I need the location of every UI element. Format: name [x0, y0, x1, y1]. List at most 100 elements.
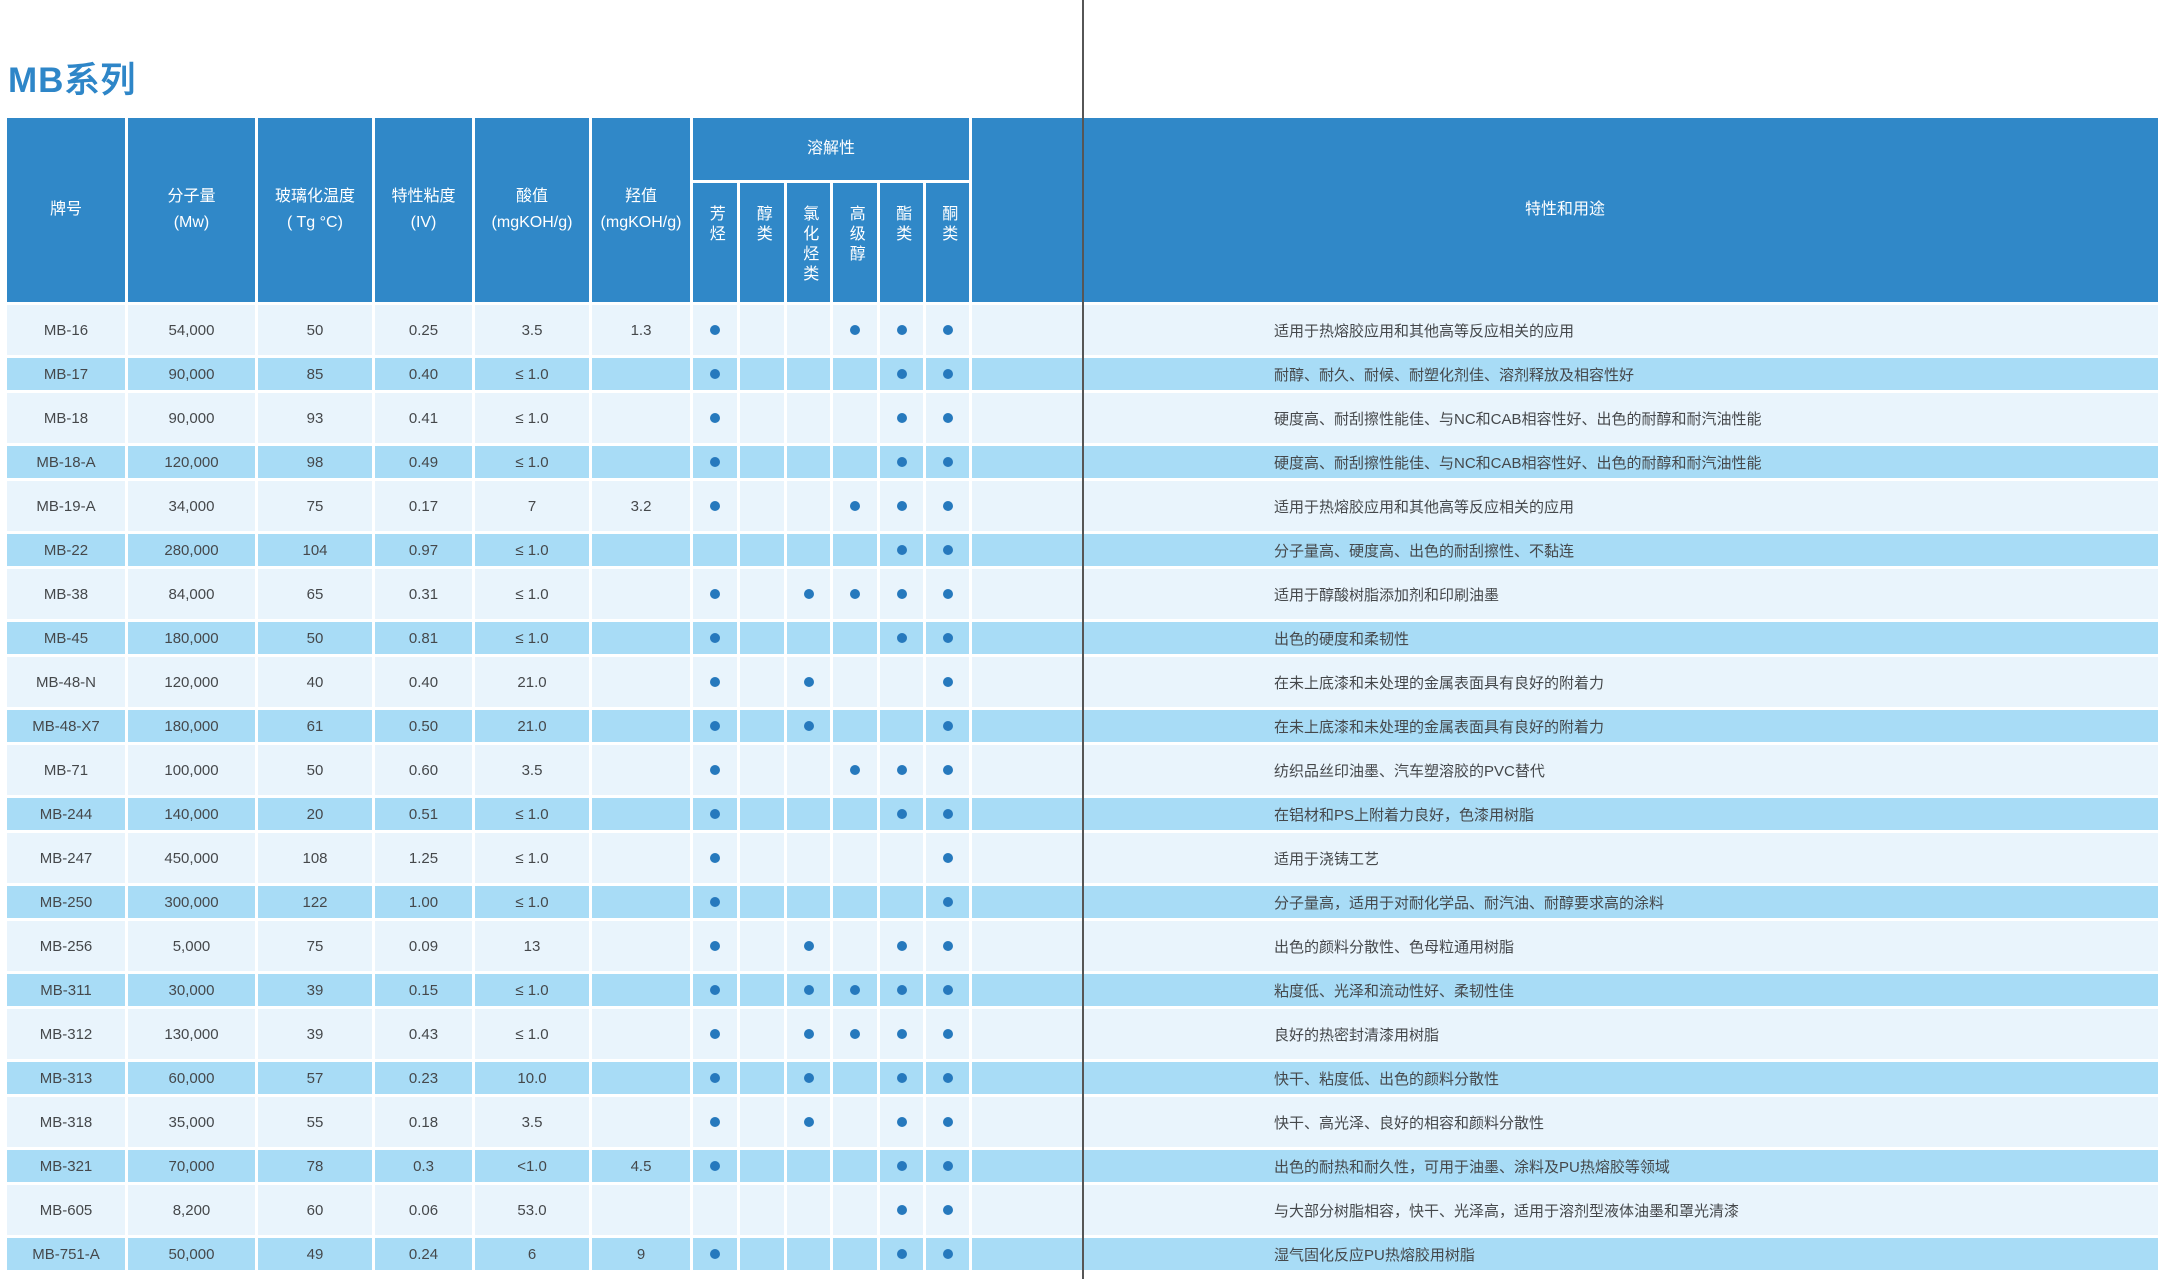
solubility-cell: [693, 1185, 737, 1235]
acid-value-cell: 3.5: [475, 745, 589, 795]
hydroxyl-value-cell: [592, 622, 690, 654]
hydroxyl-value-cell: [592, 1062, 690, 1094]
glass-transition-cell: 104: [258, 534, 372, 566]
solubility-cell: [926, 710, 969, 742]
solubility-dot-icon: [896, 589, 907, 599]
solubility-dot-icon: [942, 369, 953, 379]
grade-cell: MB-38: [7, 569, 125, 619]
solubility-cell: [787, 886, 830, 918]
solubility-cell: [693, 886, 737, 918]
header-iv-line2: (IV): [410, 214, 437, 231]
solubility-cell: [740, 921, 784, 971]
acid-value-cell: ≤ 1.0: [475, 446, 589, 478]
properties-uses-cell: 分子量高、硬度高、出色的耐刮擦性、不黏连: [972, 534, 2158, 566]
solubility-dot-icon: [803, 677, 814, 687]
acid-value-cell: ≤ 1.0: [475, 534, 589, 566]
glass-transition-cell: 57: [258, 1062, 372, 1094]
hydroxyl-value-cell: [592, 534, 690, 566]
solubility-cell: [740, 534, 784, 566]
solubility-cell: [740, 974, 784, 1006]
solubility-dot-icon: [710, 1073, 720, 1083]
acid-value-cell: 3.5: [475, 1097, 589, 1147]
solubility-cell: [693, 745, 737, 795]
glass-transition-cell: 50: [258, 745, 372, 795]
hydroxyl-value-cell: [592, 446, 690, 478]
solubility-cell: [740, 1097, 784, 1147]
solubility-cell: [880, 745, 923, 795]
solubility-dot-icon: [896, 457, 907, 467]
page-title: MB系列: [8, 61, 137, 100]
solubility-dot-icon: [803, 985, 814, 995]
glass-transition-cell: 60: [258, 1185, 372, 1235]
solubility-cell: [880, 833, 923, 883]
solubility-cell: [740, 833, 784, 883]
header-solvent-ketones: 酮类: [926, 183, 969, 302]
solubility-cell: [833, 921, 877, 971]
solubility-dot-icon: [710, 457, 720, 467]
properties-uses-cell: 耐醇、耐久、耐候、耐塑化剂佳、溶剂释放及相容性好: [972, 358, 2158, 390]
solubility-dot-icon: [942, 1249, 953, 1259]
solubility-cell: [880, 1009, 923, 1059]
solubility-cell: [693, 1150, 737, 1182]
glass-transition-cell: 93: [258, 393, 372, 443]
solubility-cell: [693, 481, 737, 531]
header-solvent-esters: 酯类: [880, 183, 923, 302]
molecular-weight-cell: 140,000: [128, 798, 255, 830]
solubility-cell: [693, 710, 737, 742]
solubility-dot-icon: [896, 1249, 907, 1259]
solubility-cell: [833, 1150, 877, 1182]
acid-value-cell: ≤ 1.0: [475, 569, 589, 619]
solubility-cell: [926, 393, 969, 443]
molecular-weight-cell: 180,000: [128, 710, 255, 742]
properties-uses-cell: 与大部分树脂相容，快干、光泽高，适用于溶剂型液体油墨和罩光清漆: [972, 1185, 2158, 1235]
solubility-dot-icon: [803, 1117, 814, 1127]
solubility-cell: [833, 886, 877, 918]
solubility-dot-icon: [942, 677, 953, 687]
hydroxyl-value-cell: 1.3: [592, 305, 690, 355]
glass-transition-cell: 40: [258, 657, 372, 707]
molecular-weight-cell: 450,000: [128, 833, 255, 883]
glass-transition-cell: 39: [258, 1009, 372, 1059]
intrinsic-viscosity-cell: 1.25: [375, 833, 472, 883]
header-properties-uses: 特性和用途: [972, 118, 2158, 302]
glass-transition-cell: 20: [258, 798, 372, 830]
intrinsic-viscosity-cell: 0.18: [375, 1097, 472, 1147]
solubility-cell: [693, 569, 737, 619]
solubility-cell: [740, 622, 784, 654]
molecular-weight-cell: 84,000: [128, 569, 255, 619]
solubility-cell: [693, 1062, 737, 1094]
solubility-cell: [880, 886, 923, 918]
solubility-cell: [833, 1097, 877, 1147]
properties-uses-cell: 分子量高，适用于对耐化学品、耐汽油、耐醇要求高的涂料: [972, 886, 2158, 918]
solubility-dot-icon: [710, 1249, 720, 1259]
solubility-dot-icon: [942, 809, 953, 819]
solubility-cell: [880, 569, 923, 619]
molecular-weight-cell: 130,000: [128, 1009, 255, 1059]
solubility-cell: [926, 921, 969, 971]
solubility-dot-icon: [710, 853, 720, 863]
acid-value-cell: 21.0: [475, 657, 589, 707]
header-solubility-group: 溶解性: [693, 118, 969, 180]
solubility-cell: [787, 1062, 830, 1094]
solubility-dot-icon: [803, 589, 814, 599]
properties-uses-cell: 出色的颜料分散性、色母粒通用树脂: [972, 921, 2158, 971]
molecular-weight-cell: 35,000: [128, 1097, 255, 1147]
solubility-cell: [833, 1238, 877, 1270]
solubility-cell: [833, 1009, 877, 1059]
molecular-weight-cell: 280,000: [128, 534, 255, 566]
header-molecular-weight: 分子量 (Mw): [128, 118, 255, 302]
solubility-dot-icon: [710, 325, 720, 335]
grade-cell: MB-48-N: [7, 657, 125, 707]
header-grade: 牌号: [7, 118, 125, 302]
solubility-cell: [787, 1009, 830, 1059]
solubility-dot-icon: [896, 369, 907, 379]
intrinsic-viscosity-cell: 0.49: [375, 446, 472, 478]
solubility-cell: [926, 534, 969, 566]
solubility-cell: [787, 569, 830, 619]
glass-transition-cell: 75: [258, 921, 372, 971]
hydroxyl-value-cell: [592, 921, 690, 971]
glass-transition-cell: 98: [258, 446, 372, 478]
acid-value-cell: ≤ 1.0: [475, 833, 589, 883]
molecular-weight-cell: 300,000: [128, 886, 255, 918]
